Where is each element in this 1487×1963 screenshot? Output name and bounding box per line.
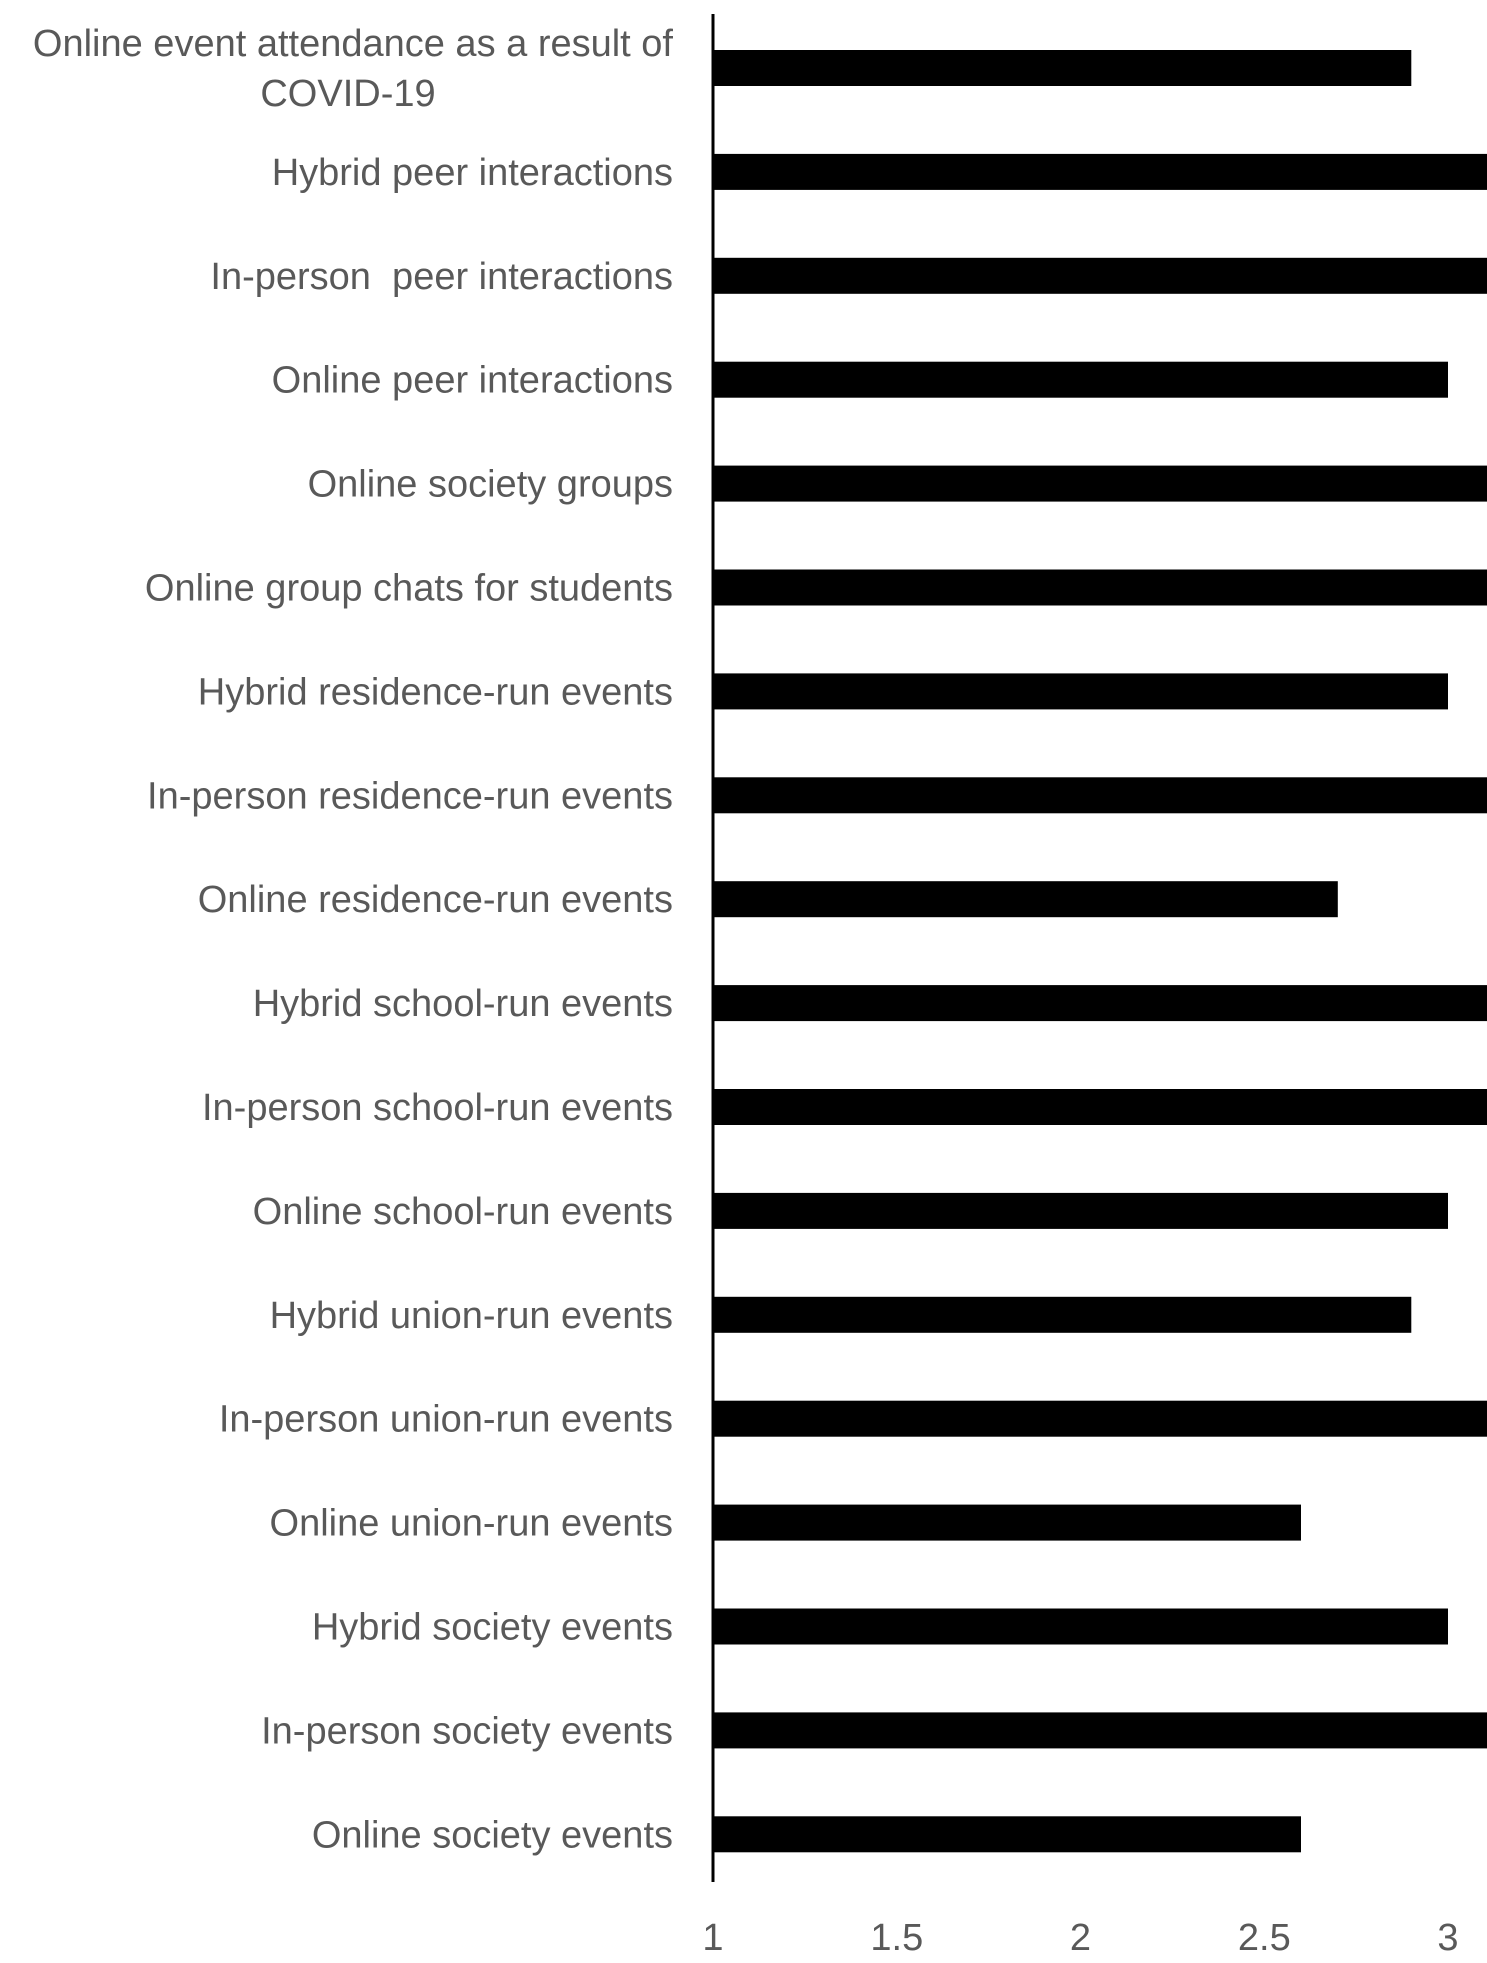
x-tick-label-0: 1 (702, 1917, 723, 1959)
bar-0 (713, 50, 1412, 86)
category-label-6: Hybrid residence-run events (198, 671, 673, 713)
category-label-12: Hybrid union-run events (270, 1295, 673, 1337)
category-label-2: In-person peer interactions (210, 256, 673, 298)
bar-15 (713, 1608, 1448, 1645)
category-label-10: In-person school-run events (202, 1087, 673, 1129)
x-axis-tick-labels: 11.522.533.544.55 (702, 1917, 1458, 1959)
bar-1 (713, 153, 1487, 190)
category-label-11: Online school-run events (253, 1191, 673, 1233)
bar-17 (713, 1816, 1301, 1853)
bar-16 (713, 1712, 1487, 1749)
category-label-14: Online union-run events (270, 1503, 673, 1545)
category-label-1: Hybrid peer interactions (272, 152, 673, 194)
bar-10 (713, 1089, 1487, 1125)
category-label-3: Online peer interactions (272, 360, 673, 402)
bar-7 (713, 777, 1487, 814)
category-label-7: In-person residence-run events (147, 775, 673, 817)
bar-8 (713, 881, 1338, 918)
category-label-5: Online group chats for students (145, 568, 673, 610)
category-label-0-line-0: Online event attendance as a result of (33, 23, 674, 65)
bar-4 (713, 465, 1487, 502)
bar-6 (713, 673, 1448, 710)
bars-layer (713, 50, 1487, 1853)
bar-12 (713, 1296, 1412, 1333)
category-label-0-line-1: COVID-19 (260, 73, 435, 115)
bar-5 (713, 569, 1487, 606)
bar-14 (713, 1504, 1301, 1541)
bar-9 (713, 985, 1487, 1022)
category-label-9: Hybrid school-run events (253, 983, 673, 1025)
category-label-4: Online society groups (308, 464, 673, 506)
category-label-13: In-person union-run events (219, 1399, 673, 1441)
x-tick-label-1: 1.5 (870, 1917, 923, 1959)
category-label-16: In-person society events (261, 1710, 673, 1752)
bar-13 (713, 1400, 1487, 1437)
category-label-8: Online residence-run events (198, 879, 673, 921)
bar-11 (713, 1192, 1448, 1229)
x-tick-label-2: 2 (1070, 1917, 1091, 1959)
bar-2 (713, 257, 1487, 294)
category-label-17: Online society events (312, 1814, 673, 1856)
category-labels: Online event attendance as a result of CO… (33, 23, 674, 1856)
x-tick-label-4: 3 (1437, 1917, 1458, 1959)
x-tick-label-3: 2.5 (1238, 1917, 1291, 1959)
category-label-15: Hybrid society events (312, 1607, 673, 1649)
bar-3 (713, 361, 1448, 398)
